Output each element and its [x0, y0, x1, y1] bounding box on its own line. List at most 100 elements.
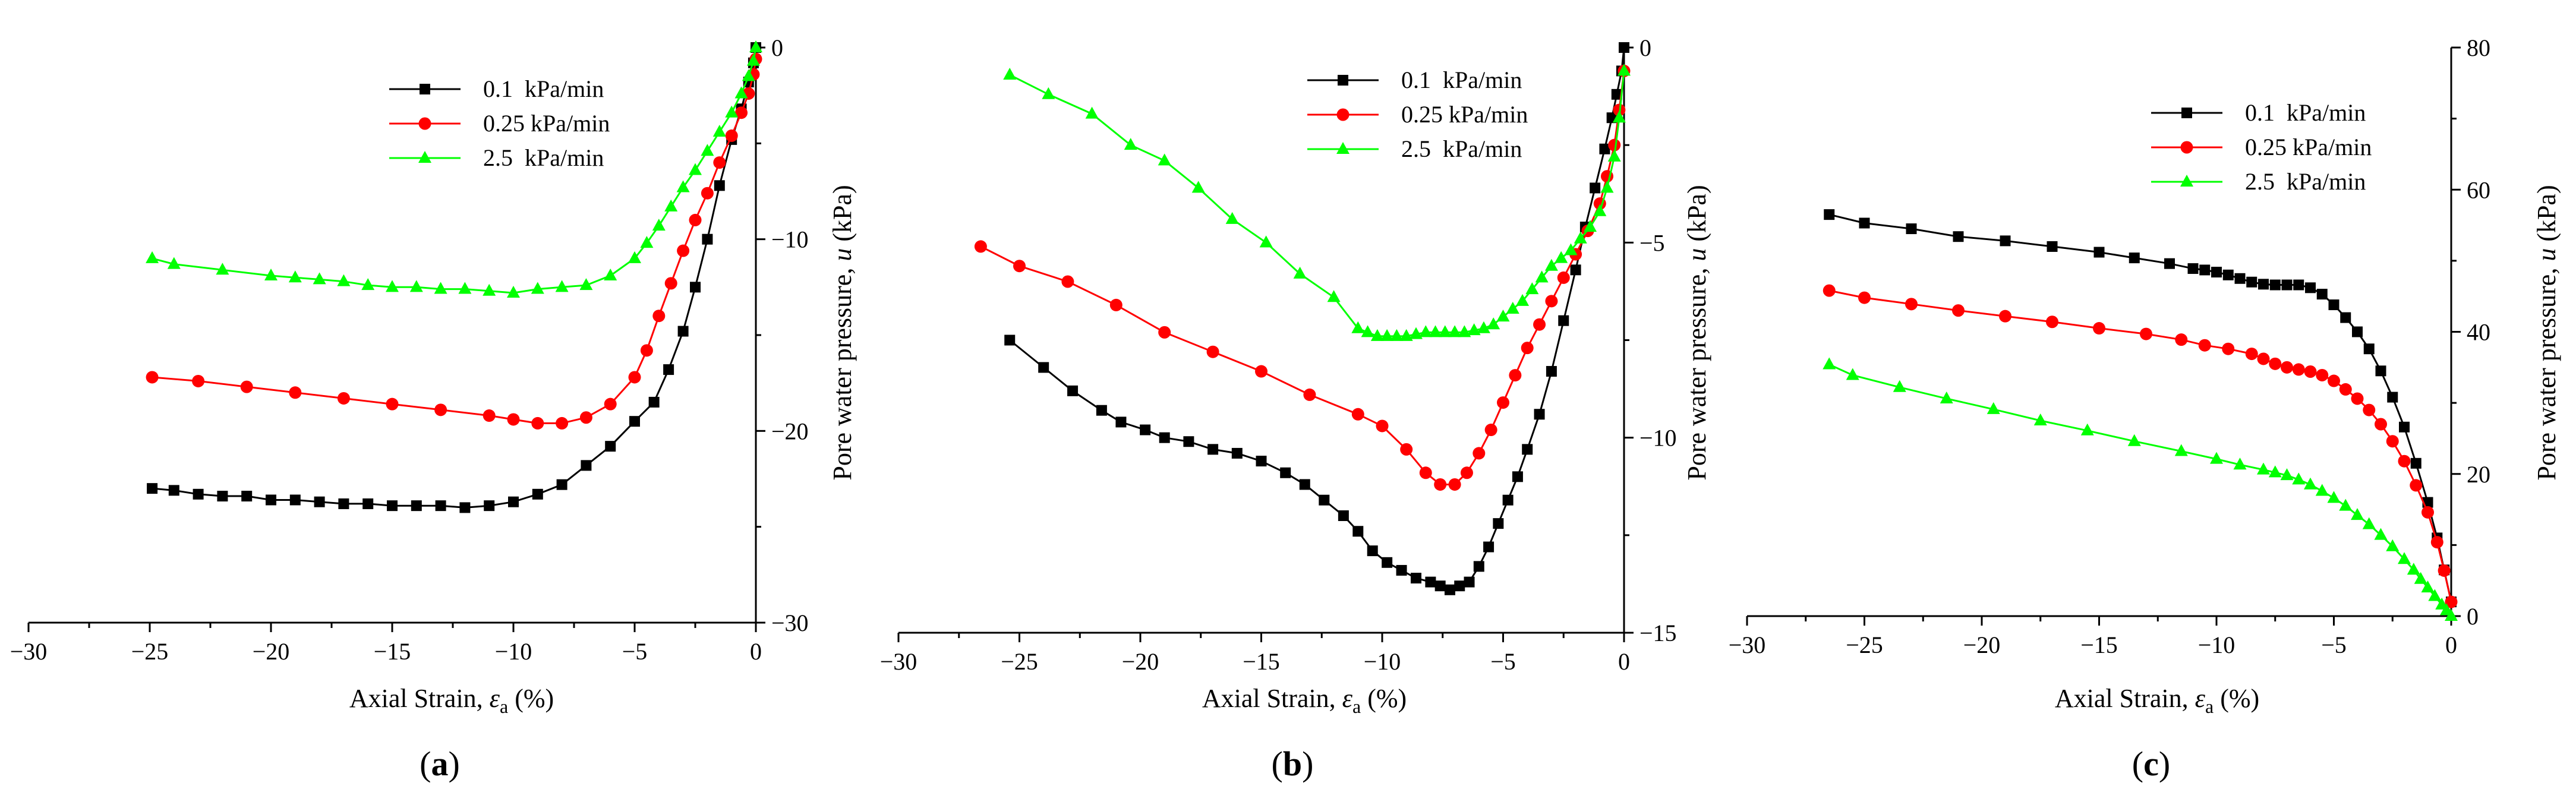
x-axis-title: Axial Strain, εa (%): [349, 684, 554, 717]
x-axis-title: Axial Strain, εa (%): [2055, 684, 2259, 717]
x-tick-label: −25: [1846, 632, 1883, 658]
y-tick-label: −10: [1639, 425, 1677, 452]
legend: 0.1 kPa/min 0.25 kPa/min 2.5 kPa/min: [389, 75, 610, 171]
data-point: [2445, 609, 2458, 621]
data-point: [1484, 424, 1497, 437]
data-point: [483, 283, 496, 296]
data-point: [1382, 557, 1393, 568]
data-point: [2399, 421, 2410, 433]
data-point: [2281, 279, 2293, 291]
data-point: [2351, 508, 2364, 520]
data-point: [2246, 276, 2257, 288]
data-point: [2316, 368, 2329, 381]
data-point: [628, 251, 641, 263]
data-point: [337, 392, 350, 405]
data-point: [2445, 595, 2458, 608]
data-point: [1256, 456, 1267, 467]
legend-marker: [1338, 75, 1348, 86]
data-point: [1425, 576, 1436, 588]
data-point: [2304, 477, 2317, 490]
data-point: [1823, 357, 1836, 370]
data-point: [713, 156, 726, 169]
data-point: [2164, 258, 2175, 269]
series-1: [1824, 209, 2457, 608]
data-point: [314, 496, 325, 507]
data-point: [2269, 279, 2281, 291]
series-2: [974, 64, 1631, 491]
data-point: [1473, 561, 1484, 572]
data-point: [146, 371, 159, 384]
data-point: [508, 496, 519, 507]
legend-entry: 0.1 kPa/min: [1401, 67, 1522, 93]
data-point: [677, 244, 690, 257]
data-point: [1535, 270, 1549, 283]
data-point: [241, 491, 253, 502]
y-tick-label: −15: [1639, 620, 1677, 646]
x-tick-label: 0: [750, 638, 762, 665]
data-point: [1013, 260, 1026, 273]
data-point: [1319, 494, 1330, 506]
data-point: [1085, 106, 1099, 119]
series-line: [1009, 47, 1625, 591]
legend-marker: [418, 151, 431, 163]
data-point: [313, 272, 326, 285]
data-point: [1293, 266, 1307, 279]
data-point: [1618, 64, 1631, 76]
legend-marker: [1336, 142, 1350, 154]
data-point: [689, 213, 702, 226]
legend-entry: 0.25 kPa/min: [2245, 134, 2372, 160]
data-point: [714, 180, 725, 191]
data-point: [2292, 363, 2305, 376]
data-point: [1534, 409, 1545, 420]
data-point: [434, 403, 447, 416]
data-point: [629, 416, 640, 427]
data-point: [167, 257, 181, 269]
data-point: [240, 380, 253, 393]
data-point: [2352, 326, 2363, 337]
data-point: [1521, 342, 1534, 355]
data-point: [1477, 321, 1490, 333]
data-point: [1999, 310, 2011, 323]
legend: 0.1 kPa/min 0.25 kPa/min 2.5 kPa/min: [1307, 67, 1528, 162]
data-point: [1846, 368, 1859, 380]
data-point: [1546, 366, 1557, 377]
data-point: [579, 278, 593, 291]
data-point: [361, 278, 375, 291]
data-point: [1004, 334, 1016, 346]
data-point: [1390, 329, 1404, 341]
data-point: [2398, 552, 2411, 564]
series-line: [152, 47, 757, 294]
x-tick-label: −20: [1963, 632, 2001, 658]
data-point: [1545, 295, 1558, 308]
y-tick-label: 80: [2467, 34, 2490, 61]
data-point: [338, 498, 349, 509]
data-point: [2340, 312, 2351, 323]
data-point: [1207, 444, 1219, 455]
data-point: [2222, 342, 2235, 355]
data-point: [362, 498, 374, 509]
y-tick-label: 40: [2467, 319, 2490, 346]
data-point: [1303, 388, 1316, 401]
data-point: [1619, 42, 1629, 53]
data-point: [1497, 396, 1509, 409]
data-point: [531, 416, 544, 430]
data-point: [2222, 269, 2234, 280]
data-point: [1206, 345, 1219, 358]
legend-marker: [2180, 175, 2193, 187]
data-point: [2033, 414, 2047, 426]
data-point: [1454, 580, 1465, 592]
y-tick-label: 0: [771, 34, 783, 61]
x-tick-label: −25: [1001, 648, 1038, 675]
legend-entry: 2.5 kPa/min: [1401, 135, 1522, 162]
series-1: [1004, 42, 1629, 595]
data-point: [1473, 447, 1486, 460]
panel-c: −30 −25 −20 −15 −10 −5 00 20 40 60 80 Axial Strain,…: [1729, 34, 2561, 783]
data-point: [507, 413, 520, 426]
data-point: [266, 494, 276, 506]
data-point: [702, 233, 713, 245]
data-point: [459, 502, 471, 513]
data-point: [1419, 325, 1433, 337]
data-point: [1351, 408, 1364, 421]
data-point: [2211, 267, 2222, 278]
